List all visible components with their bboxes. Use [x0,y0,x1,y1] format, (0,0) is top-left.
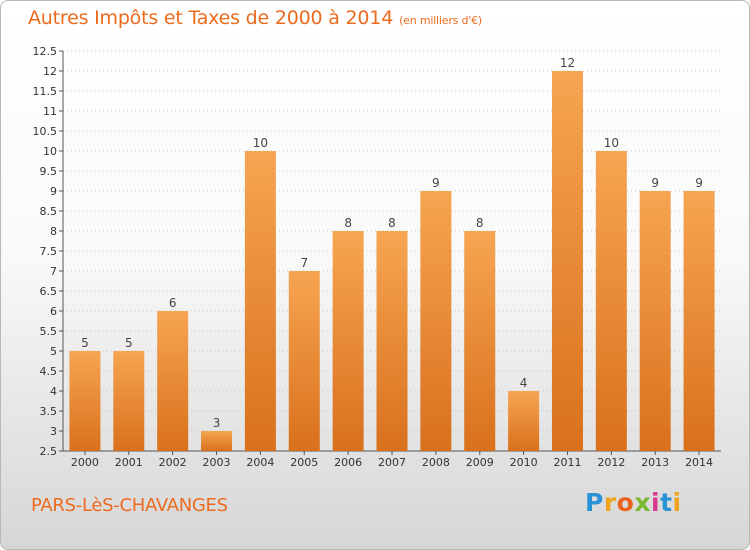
data-label: 5 [125,336,133,350]
y-tick-label: 8.5 [40,205,58,218]
data-label: 5 [81,336,89,350]
x-tick-label: 2013 [641,456,669,469]
data-label: 3 [213,416,221,430]
y-tick-label: 3.5 [40,405,58,418]
y-tick-label: 9 [50,185,57,198]
bar [420,191,452,451]
bar [639,191,671,451]
y-tick-label: 10 [43,145,57,158]
data-label: 7 [300,256,308,270]
y-tick-label: 4.5 [40,365,58,378]
data-label: 9 [432,176,440,190]
bar [376,231,408,451]
x-tick-label: 2008 [422,456,450,469]
bar [244,151,276,451]
logo-letter: t [660,488,673,517]
data-label: 6 [169,296,177,310]
x-tick-label: 2006 [334,456,362,469]
y-tick-label: 5.5 [40,325,58,338]
y-tick-label: 9.5 [40,165,58,178]
bar [551,71,583,451]
bar [288,271,320,451]
title-unit: (en milliers d'€) [399,14,482,27]
x-tick-label: 2005 [290,456,318,469]
chart-title: Autres Impôts et Taxes de 2000 à 2014 (en… [28,7,482,29]
x-tick-label: 2002 [159,456,187,469]
bar [332,231,364,451]
bar [595,151,627,451]
y-tick-label: 10.5 [33,125,58,138]
x-tick-label: 2007 [378,456,406,469]
data-label: 12 [560,56,575,70]
x-tick-label: 2012 [597,456,625,469]
logo-letter: o [616,488,635,517]
logo-letter: P [585,488,604,517]
y-tick-label: 12.5 [33,45,58,58]
bar [157,311,189,451]
y-tick-label: 4 [50,385,57,398]
x-tick-label: 2010 [510,456,538,469]
y-tick-label: 6.5 [40,285,58,298]
data-label: 8 [344,216,352,230]
y-tick-label: 6 [50,305,57,318]
y-tick-label: 3 [50,425,57,438]
data-label: 8 [388,216,396,230]
y-tick-label: 12 [43,65,57,78]
logo-letter: i [651,488,661,517]
x-tick-label: 2009 [466,456,494,469]
y-tick-label: 11 [43,105,57,118]
bar [69,351,101,451]
proxiti-logo: Proxiti [585,488,682,517]
data-label: 10 [253,136,268,150]
y-tick-label: 2.5 [40,445,58,458]
data-label: 8 [476,216,484,230]
bar [113,351,145,451]
y-tick-label: 11.5 [33,85,58,98]
logo-letter: i [672,488,682,517]
title-text: Autres Impôts et Taxes de 2000 à 2014 [28,7,394,29]
x-tick-label: 2001 [115,456,143,469]
y-tick-label: 8 [50,225,57,238]
y-tick-label: 7 [50,265,57,278]
y-tick-label: 7.5 [40,245,58,258]
logo-letter: r [603,488,617,517]
data-label: 4 [520,376,528,390]
data-label: 10 [604,136,619,150]
bar [464,231,496,451]
x-tick-label: 2004 [246,456,274,469]
data-label: 9 [695,176,703,190]
x-tick-label: 2000 [71,456,99,469]
x-tick-label: 2003 [203,456,231,469]
y-tick-label: 5 [50,345,57,358]
bar [508,391,540,451]
place-name: PARS-LèS-CHAVANGES [31,495,228,516]
data-label: 9 [651,176,659,190]
bar [683,191,715,451]
bar [201,431,233,451]
logo-letter: x [634,488,651,517]
x-tick-label: 2011 [553,456,581,469]
x-tick-label: 2014 [685,456,713,469]
